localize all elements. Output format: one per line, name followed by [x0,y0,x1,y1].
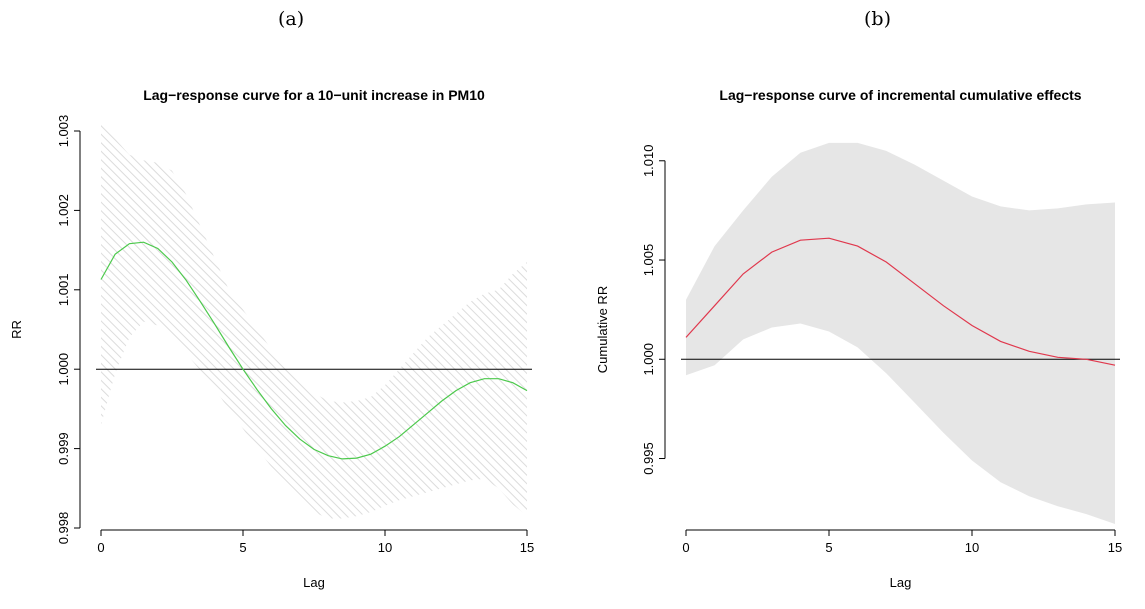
x-tick-label: 10 [965,540,979,555]
x-axis-label: Lag [303,575,325,590]
x-tick-label: 10 [378,540,392,555]
y-tick-label: 1.000 [56,353,71,386]
x-tick-label: 15 [520,540,534,555]
y-tick-label: 1.003 [56,115,71,148]
confidence-band [686,142,1115,524]
confidence-band [101,123,527,519]
y-tick-label: 1.005 [641,244,656,277]
y-tick-label: 0.995 [641,442,656,475]
chart-title: Lag−response curve of incremental cumula… [719,87,1081,103]
y-tick-label: 1.010 [641,145,656,178]
x-axis-label: Lag [890,575,912,590]
chart-b: 0 5 10 15 0.995 1.000 1.005 1.010 Lag−response c… [595,87,1122,590]
y-tick-label: 0.998 [56,512,71,545]
y-tick-label: 1.002 [56,194,71,227]
y-tick-label: 1.000 [641,343,656,376]
x-tick-label: 0 [682,540,689,555]
x-tick-label: 0 [97,540,104,555]
y-axis-label: Cumulative RR [595,286,610,373]
x-tick-label: 5 [239,540,246,555]
y-tick-label: 1.001 [56,274,71,307]
panel-label-b: (b) [864,8,891,30]
y-axis-label: RR [9,320,24,339]
chart-title: Lag−response curve for a 10−unit increas… [143,87,485,103]
panel-label-a: (a) [278,8,305,30]
y-tick-label: 0.999 [56,432,71,465]
x-tick-label: 5 [825,540,832,555]
chart-a: 0 5 10 15 0.998 0.999 1.000 1.001 1.002 1.003 Lag−… [9,87,534,590]
series-line [685,237,1116,366]
x-tick-label: 15 [1108,540,1122,555]
series-line [100,241,528,460]
